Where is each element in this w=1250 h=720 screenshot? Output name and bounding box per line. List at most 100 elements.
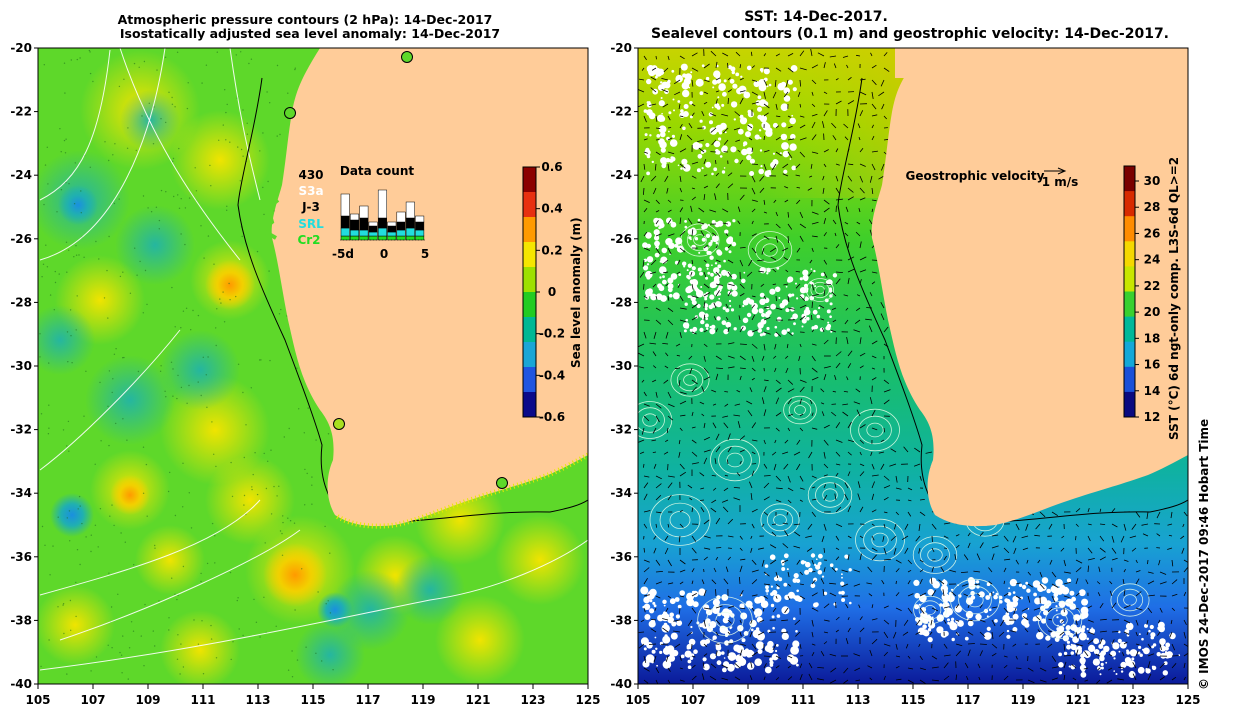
cloud-pixel — [770, 585, 774, 588]
altimeter-track-dot — [214, 535, 216, 537]
velocity-arrow — [820, 318, 825, 321]
velocity-arrow — [907, 667, 914, 670]
velocity-arrow — [1135, 570, 1141, 573]
velocity-arrow — [871, 554, 877, 561]
altimeter-track-dot — [146, 303, 148, 306]
cloud-pixel — [643, 603, 651, 610]
altimeter-track-dot — [229, 299, 231, 301]
sst-colorbar-frame — [1123, 165, 1136, 418]
velocity-arrow — [653, 365, 657, 369]
sea-level-contour — [913, 595, 947, 625]
velocity-arrow — [1015, 523, 1020, 531]
altimeter-track-dot — [325, 603, 327, 605]
velocity-arrow — [775, 571, 779, 579]
velocity-arrow — [691, 426, 696, 429]
velocity-arrow — [643, 523, 648, 529]
velocity-arrow — [667, 667, 671, 672]
cloud-pixel — [758, 79, 766, 87]
cloud-pixel — [753, 608, 763, 617]
velocity-arrow — [979, 604, 983, 609]
velocity-arrow — [855, 307, 861, 312]
velocity-arrow — [831, 411, 837, 417]
velocity-arrow — [794, 531, 801, 537]
velocity-arrow — [1037, 629, 1041, 633]
cloud-pixel — [723, 167, 726, 169]
cloud-pixel — [669, 598, 676, 605]
velocity-arrow — [655, 679, 658, 684]
x-axis-tick-label: 115 — [900, 693, 925, 707]
altimeter-track-dot — [160, 365, 162, 367]
cloud-pixel — [771, 653, 779, 661]
velocity-arrow — [763, 163, 767, 171]
velocity-arrow — [1039, 679, 1047, 683]
anomaly-patch — [50, 493, 94, 537]
cloud-pixel — [803, 308, 811, 316]
velocity-arrow — [847, 421, 852, 429]
altimeter-track-dot — [190, 329, 192, 331]
velocity-arrow — [785, 79, 789, 87]
velocity-arrow — [829, 582, 837, 585]
velocity-arrow — [1131, 523, 1137, 530]
velocity-arrow — [859, 269, 867, 273]
altimeter-track-dot — [169, 471, 171, 474]
velocity-arrow — [919, 559, 924, 563]
cloud-pixel — [762, 332, 766, 336]
velocity-arrow — [763, 103, 770, 109]
velocity-arrow — [991, 545, 999, 549]
cloud-pixel — [943, 630, 949, 637]
cloud-pixel — [650, 293, 657, 301]
velocity-arrow — [701, 386, 705, 393]
velocity-arrow — [943, 535, 949, 539]
cloud-pixel — [684, 63, 687, 67]
altimeter-track-dot — [152, 630, 154, 632]
velocity-arrow — [823, 91, 828, 95]
altimeter-track-dot — [207, 356, 209, 358]
velocity-arrow — [787, 676, 793, 681]
velocity-arrow — [703, 329, 708, 333]
velocity-arrow — [843, 123, 849, 129]
velocity-arrow — [1183, 643, 1188, 648]
altimeter-track-dot — [294, 67, 296, 69]
cloud-pixel — [699, 91, 704, 96]
cloud-pixel — [838, 591, 842, 595]
velocity-arrow — [703, 449, 711, 453]
velocity-arrow — [727, 518, 733, 525]
velocity-arrow — [1146, 619, 1149, 625]
velocity-arrow — [739, 355, 746, 361]
cloud-pixel — [751, 307, 759, 315]
velocity-arrow — [757, 259, 765, 262]
cloud-pixel — [994, 619, 998, 623]
cloud-pixel — [1016, 602, 1019, 604]
altimeter-track-dot — [108, 572, 110, 574]
altimeter-track-dot — [52, 545, 54, 547]
cloud-pixel — [796, 297, 799, 300]
altimeter-track-dot — [103, 297, 106, 299]
velocity-arrow — [859, 147, 864, 153]
velocity-arrow — [846, 64, 849, 69]
cloud-pixel — [817, 570, 823, 575]
velocity-arrow — [655, 571, 663, 573]
velocity-arrow — [919, 569, 924, 573]
velocity-arrow — [799, 583, 804, 585]
velocity-arrow — [667, 199, 672, 203]
velocity-arrow — [1012, 535, 1017, 543]
velocity-arrow — [845, 206, 849, 213]
altimeter-track-dot — [67, 361, 69, 363]
altimeter-track-dot — [269, 102, 271, 104]
velocity-arrow — [775, 677, 780, 681]
cloud-pixel — [1046, 588, 1051, 594]
velocity-arrow — [869, 649, 873, 657]
sea-level-contour — [866, 422, 884, 438]
altimeter-track-dot — [119, 275, 122, 278]
velocity-arrow — [817, 678, 825, 681]
velocity-arrow — [679, 559, 686, 565]
sea-level-contour — [715, 611, 735, 629]
cloud-pixel — [670, 221, 677, 228]
velocity-arrow — [703, 457, 708, 465]
altimeter-track-dot — [124, 541, 127, 543]
altimeter-track-dot — [193, 619, 195, 621]
cloud-pixel — [1025, 581, 1029, 585]
cloud-pixel — [677, 164, 680, 167]
velocity-arrow — [737, 206, 741, 213]
cloud-pixel — [1100, 662, 1104, 667]
